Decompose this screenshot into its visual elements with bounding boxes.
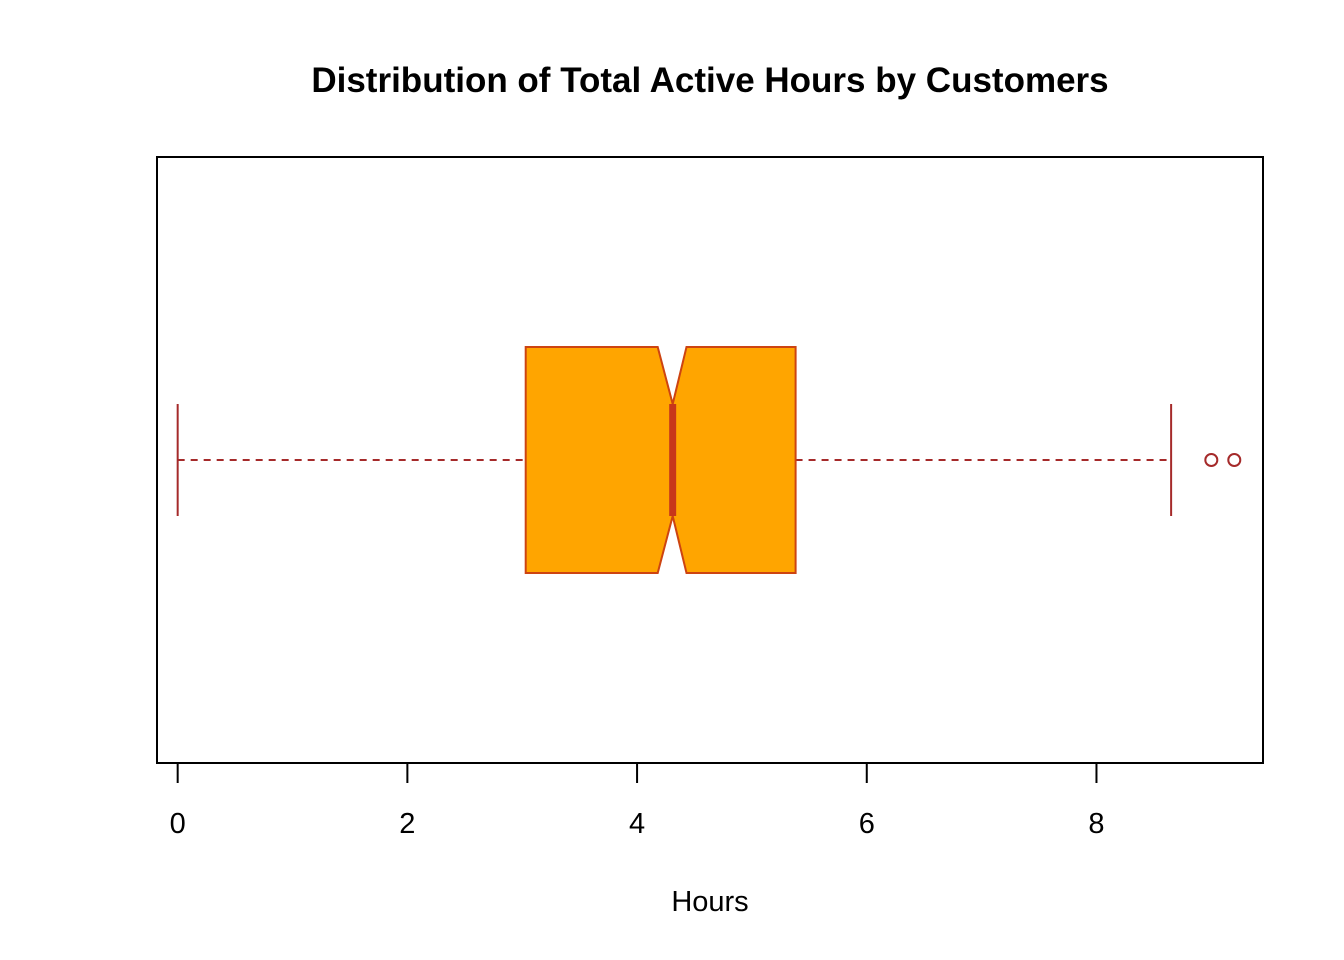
x-axis: 0 2 4 6 8 [170, 762, 1105, 840]
outliers [1204, 453, 1242, 467]
x-tick-label: 6 [859, 808, 875, 840]
outlier-point [1204, 453, 1219, 467]
notched-box [524, 346, 797, 574]
x-tick-label: 4 [629, 808, 645, 840]
x-ticks: 0 2 4 6 8 [170, 763, 1105, 840]
chart-title: Distribution of Total Active Hours by Cu… [311, 61, 1108, 100]
x-tick-label: 8 [1088, 808, 1104, 840]
outlier-point [1227, 453, 1242, 467]
x-axis-label: Hours [671, 886, 748, 918]
x-tick-label: 2 [399, 808, 415, 840]
whiskers [176, 404, 1173, 516]
x-tick-label: 0 [170, 808, 186, 840]
